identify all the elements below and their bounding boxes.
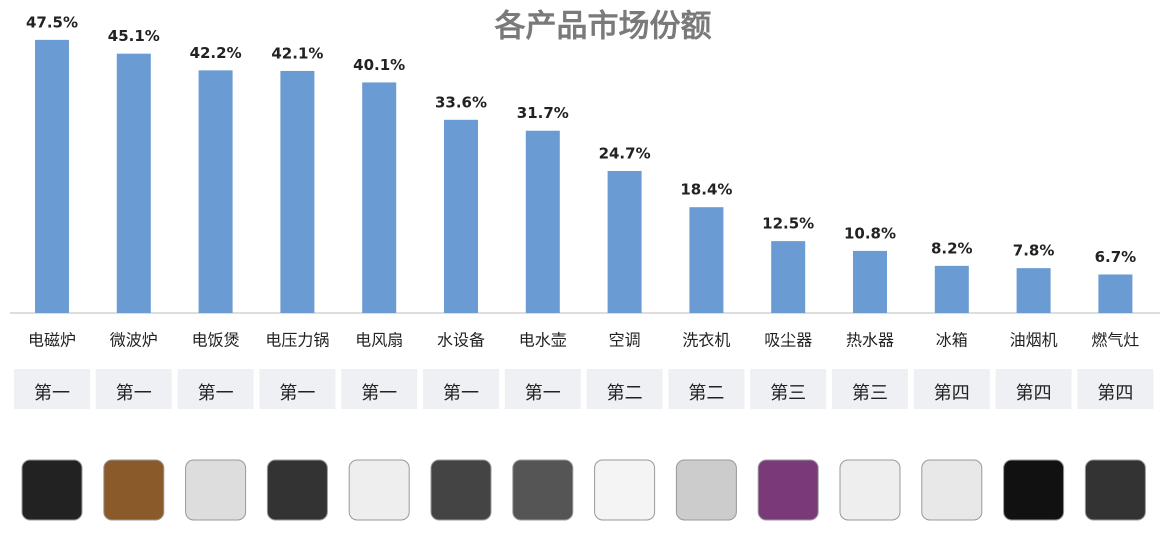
bar	[607, 170, 642, 313]
value-label: 47.5%	[26, 13, 78, 31]
bar	[525, 130, 560, 313]
category-label: 微波炉	[110, 331, 158, 350]
rank-box	[177, 369, 254, 409]
value-label: 10.8%	[844, 224, 896, 242]
category-label: 电饭煲	[192, 331, 240, 350]
product-image	[21, 459, 83, 521]
category-label: 空调	[609, 331, 641, 350]
bar	[362, 82, 397, 313]
rank-label: 第一	[34, 383, 70, 404]
rank-box	[423, 369, 499, 409]
rank-label: 第三	[770, 383, 806, 404]
product-image	[1084, 459, 1146, 521]
category-label: 洗衣机	[682, 331, 730, 350]
category-label: 电压力锅	[265, 331, 329, 350]
category-label: 吸尘器	[764, 331, 812, 350]
rank-label: 第一	[198, 383, 234, 404]
category-label: 油烟机	[1010, 331, 1058, 350]
bar	[771, 241, 806, 313]
product-image	[675, 459, 737, 521]
value-label: 42.2%	[190, 44, 242, 62]
rank-box	[668, 369, 745, 409]
value-label: 42.1%	[271, 44, 323, 62]
rank-label: 第一	[525, 383, 561, 404]
value-label: 31.7%	[517, 104, 569, 122]
product-image	[430, 459, 492, 521]
product-image	[921, 459, 983, 521]
value-label: 45.1%	[108, 27, 160, 45]
rank-label: 第二	[607, 383, 643, 404]
rank-box	[913, 369, 990, 409]
rank-label: 第四	[1016, 383, 1052, 404]
product-image	[839, 459, 901, 521]
category-label: 电磁炉	[28, 331, 76, 350]
bar	[1098, 274, 1133, 313]
rank-box	[95, 369, 172, 409]
rank-box	[341, 369, 418, 409]
category-label: 燃气灶	[1091, 331, 1139, 350]
chart-title: 各产品市场份额	[494, 9, 712, 45]
rank-label: 第二	[688, 383, 724, 404]
product-image	[266, 459, 328, 521]
value-label: 40.1%	[353, 56, 405, 74]
value-label: 7.8%	[1013, 242, 1055, 260]
product-image	[348, 459, 410, 521]
bar	[198, 70, 233, 313]
bar	[280, 70, 315, 313]
category-label: 电水壶	[519, 331, 567, 350]
product-image	[757, 459, 819, 521]
rank-box	[1077, 369, 1154, 409]
category-label: 冰箱	[936, 331, 968, 350]
rank-box	[14, 369, 90, 409]
value-label: 18.4%	[680, 181, 732, 199]
bar	[116, 53, 151, 314]
bar	[1016, 268, 1051, 313]
rank-label: 第一	[361, 383, 397, 404]
bar	[35, 39, 69, 313]
category-label: 热水器	[846, 331, 894, 350]
category-label: 水设备	[437, 331, 485, 350]
product-image	[103, 459, 165, 521]
rank-box	[750, 369, 827, 409]
value-label: 33.6%	[435, 93, 487, 111]
value-label: 6.7%	[1095, 248, 1137, 266]
bar	[444, 119, 478, 313]
rank-label: 第三	[852, 383, 888, 404]
rank-label: 第一	[116, 383, 152, 404]
product-image	[1003, 459, 1065, 521]
product-image	[512, 459, 574, 521]
rank-box	[504, 369, 581, 409]
value-label: 8.2%	[931, 239, 973, 257]
rank-label: 第一	[279, 383, 315, 404]
bar	[853, 250, 887, 313]
rank-box	[586, 369, 663, 409]
rank-box	[259, 369, 336, 409]
value-label: 12.5%	[762, 215, 814, 233]
rank-label: 第四	[934, 383, 970, 404]
rank-label: 第四	[1097, 383, 1133, 404]
bar	[689, 207, 724, 313]
bar	[934, 265, 969, 313]
product-image	[594, 459, 656, 521]
value-label: 24.7%	[599, 144, 651, 162]
product-image	[185, 459, 247, 521]
rank-box	[995, 369, 1072, 409]
category-label: 电风扇	[355, 331, 403, 350]
rank-label: 第一	[443, 383, 479, 404]
rank-box	[832, 369, 908, 409]
